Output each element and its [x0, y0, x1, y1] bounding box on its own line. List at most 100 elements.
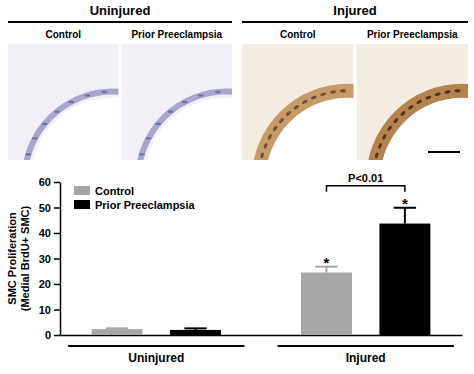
panel-group: Injured Control Prior Preeclampsia [242, 3, 474, 269]
x-tick-label: Uninjured [128, 351, 184, 365]
nucleus [198, 94, 204, 96]
annotations: **P<0.01 [324, 172, 408, 271]
nucleus [42, 123, 48, 125]
y-tick-label: 0 [45, 329, 51, 341]
vessel-wall [373, 91, 468, 160]
nucleus [260, 152, 265, 159]
bar [301, 273, 352, 335]
y-tick-label: 40 [39, 227, 51, 239]
legend-swatch [74, 200, 90, 209]
y-tick-mark [54, 284, 60, 286]
y-tick-label: 20 [39, 278, 51, 290]
comparison-bracket [326, 186, 404, 192]
significance-marker: * [324, 254, 330, 271]
vessel-wall [259, 91, 354, 160]
x-tick: Uninjured [68, 346, 244, 365]
nucleus [310, 95, 317, 100]
vessel-wall [25, 92, 119, 160]
significance-marker: * [402, 195, 408, 212]
nucleus [263, 142, 268, 149]
y-tick: 30 [39, 253, 60, 265]
error-cap [106, 327, 128, 329]
nucleus [293, 104, 300, 110]
micrograph [122, 44, 233, 160]
y-tick-label: 10 [39, 304, 51, 316]
error-cap [184, 327, 206, 329]
nucleus [84, 94, 90, 96]
nucleus [425, 95, 432, 100]
legend-swatch [74, 186, 90, 195]
micrograph [357, 44, 469, 160]
nucleus [267, 133, 273, 140]
y-axis-title: (Medial BrdU+ SMC) [19, 205, 31, 311]
nucleus [146, 137, 152, 139]
y-tick-mark [54, 207, 60, 209]
nucleus [182, 101, 188, 103]
y-axis-title: SMC Proliferation [6, 212, 18, 305]
panel-label: Prior Preeclampsia [367, 29, 458, 40]
vessel-wall [138, 92, 232, 160]
y-axis: 0 10 20 30 40 50 60 [39, 176, 61, 341]
legend-entry: Prior Preeclampsia [74, 199, 196, 211]
nucleus [54, 110, 60, 112]
category-rule [278, 345, 454, 347]
nucleus [155, 123, 161, 125]
x-axis: Uninjured Injured [61, 336, 463, 365]
nucleus [139, 153, 145, 155]
category-rule [68, 345, 244, 347]
nucleus [278, 117, 284, 124]
nucleus [25, 153, 31, 155]
nucleus [407, 104, 414, 110]
nucleus [272, 125, 278, 132]
plot-marks [92, 208, 431, 335]
y-tick: 20 [39, 278, 60, 290]
panel-group-title: Uninjured [90, 3, 151, 18]
nucleus [167, 110, 173, 112]
y-tick: 50 [39, 202, 60, 214]
nucleus [416, 99, 423, 105]
micrograph [8, 44, 119, 160]
nucleus [32, 137, 38, 139]
nucleus [215, 91, 221, 93]
nucleus [330, 90, 336, 94]
nucleus [320, 92, 327, 97]
nucleus [374, 152, 379, 159]
x-tick: Injured [278, 346, 454, 365]
y-tick-mark [54, 335, 60, 337]
y-tick: 60 [39, 176, 60, 188]
nucleus [454, 89, 460, 93]
nucleus [444, 90, 450, 94]
y-tick: 40 [39, 227, 60, 239]
y-tick-mark [54, 258, 60, 260]
panel-label: Prior Preeclampsia [131, 29, 222, 40]
y-tick: 0 [45, 329, 60, 341]
bar [170, 330, 221, 335]
scale-bar [428, 151, 460, 153]
micrograph [242, 44, 354, 160]
y-tick-mark [54, 309, 60, 311]
bar [379, 224, 430, 335]
legend: Control Prior Preeclampsia [74, 185, 196, 211]
nucleus [387, 125, 393, 132]
legend-entry: Control [74, 185, 134, 197]
legend-label: Control [95, 185, 134, 197]
y-tick-mark [54, 233, 60, 235]
bar [92, 329, 143, 335]
nucleus [68, 101, 74, 103]
panel-group: Uninjured Control Prior Preeclampsia [8, 3, 315, 268]
nucleus [377, 142, 382, 149]
y-tick-label: 30 [39, 253, 51, 265]
x-tick-label: Injured [346, 351, 386, 365]
nucleus [434, 92, 441, 97]
y-tick-mark [54, 182, 60, 184]
nucleus [301, 99, 308, 105]
panel-group-title: Injured [333, 3, 376, 18]
nucleus [393, 117, 399, 124]
nucleus [101, 91, 107, 93]
y-tick-label: 50 [39, 202, 51, 214]
panel-group-rule [8, 21, 232, 23]
nucleus [285, 110, 292, 116]
panel-label: Control [45, 29, 81, 40]
panel-label: Control [280, 29, 316, 40]
panel-group-rule [242, 21, 468, 23]
